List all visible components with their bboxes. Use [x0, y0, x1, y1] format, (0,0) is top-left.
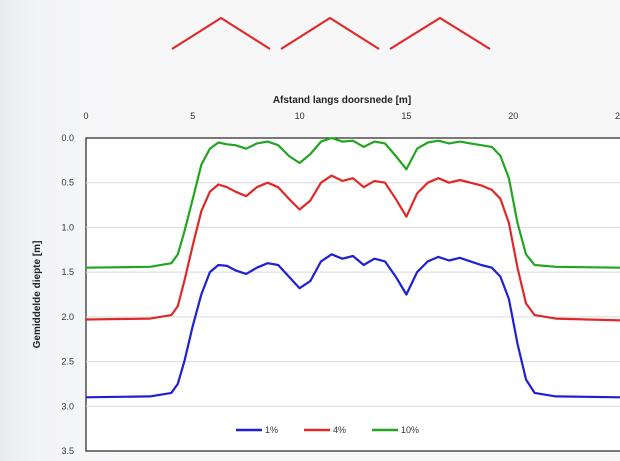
series-line-10pct: [85, 136, 620, 269]
y-tick-label: 2.0: [61, 312, 74, 322]
legend-label: 10%: [401, 425, 419, 435]
series-line-4pct: [85, 174, 620, 322]
y-tick-label: 3.0: [61, 401, 74, 411]
x-tick-label: 0: [83, 111, 88, 121]
y-tick-label: 1.5: [61, 267, 74, 277]
x-tick-label: 15: [401, 111, 411, 121]
x-tick-label: 25: [615, 111, 620, 121]
x-tick-label: 20: [508, 111, 518, 121]
series-lines: [85, 136, 620, 399]
zigzag-wave-3: [389, 16, 491, 50]
x-tick-label: 10: [295, 111, 305, 121]
y-tick-label: 3.5: [61, 446, 74, 456]
legend: 1% 4% 10%: [236, 425, 419, 435]
gridlines: [86, 182, 620, 407]
plot-area: [85, 137, 620, 452]
y-tick-label: 2.5: [61, 357, 74, 367]
legend-label: 1%: [265, 425, 278, 435]
zigzag-wave-icons: [171, 16, 491, 50]
zigzag-wave-1: [171, 16, 271, 50]
y-tick-labels: 0.0 0.5 1.0 1.5 2.0 2.5 3.0 3.5: [61, 133, 74, 456]
y-tick-label: 1.0: [61, 222, 74, 232]
y-tick-label: 0.0: [61, 133, 74, 143]
zigzag-wave-2: [280, 16, 380, 50]
x-tick-labels: 0 5 10 15 20 25: [83, 111, 620, 121]
x-axis-title: Afstand langs doorsnede [m]: [273, 95, 411, 106]
x-tick-label: 5: [190, 111, 195, 121]
y-axis-title: Gemiddelde diepte [m]: [32, 241, 43, 349]
y-tick-label: 0.5: [61, 178, 74, 188]
legend-label: 4%: [333, 425, 346, 435]
series-line-1pct: [85, 253, 620, 399]
